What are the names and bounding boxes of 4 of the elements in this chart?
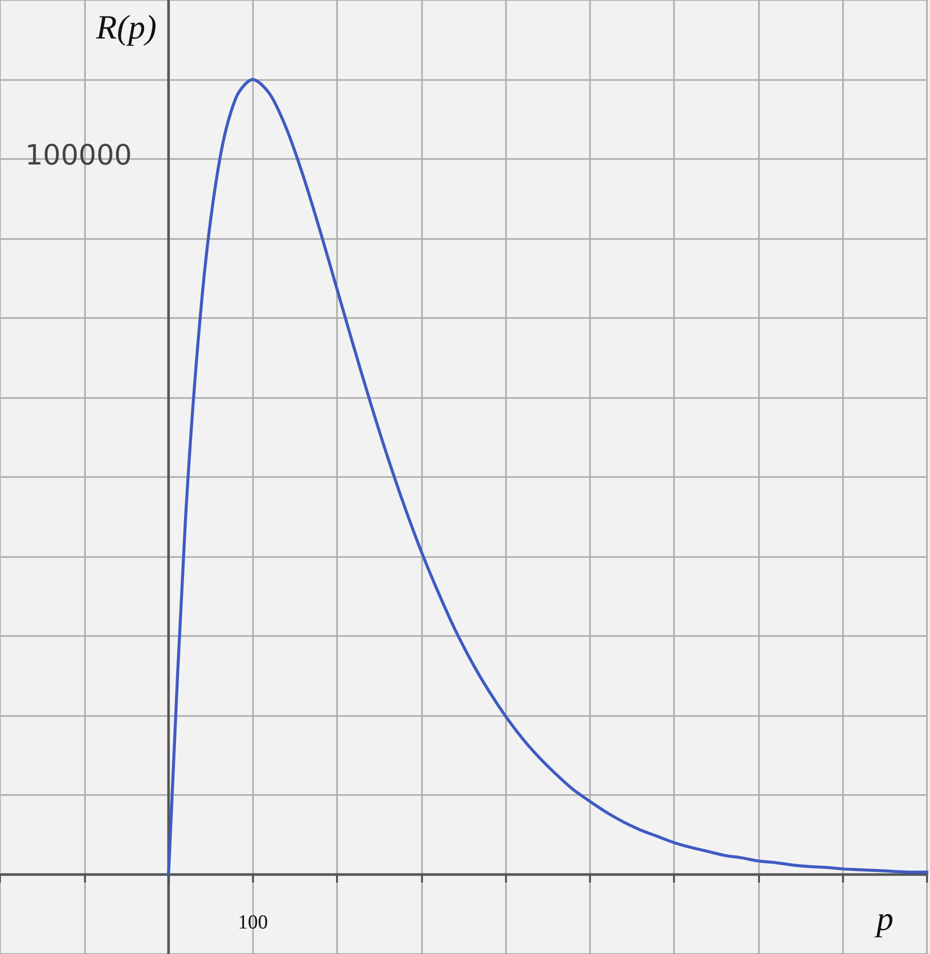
y-axis-title: R(p)	[95, 10, 157, 46]
text: 100	[238, 912, 268, 934]
x-axis-title: p	[874, 901, 894, 938]
annotation: 100000	[25, 138, 132, 172]
